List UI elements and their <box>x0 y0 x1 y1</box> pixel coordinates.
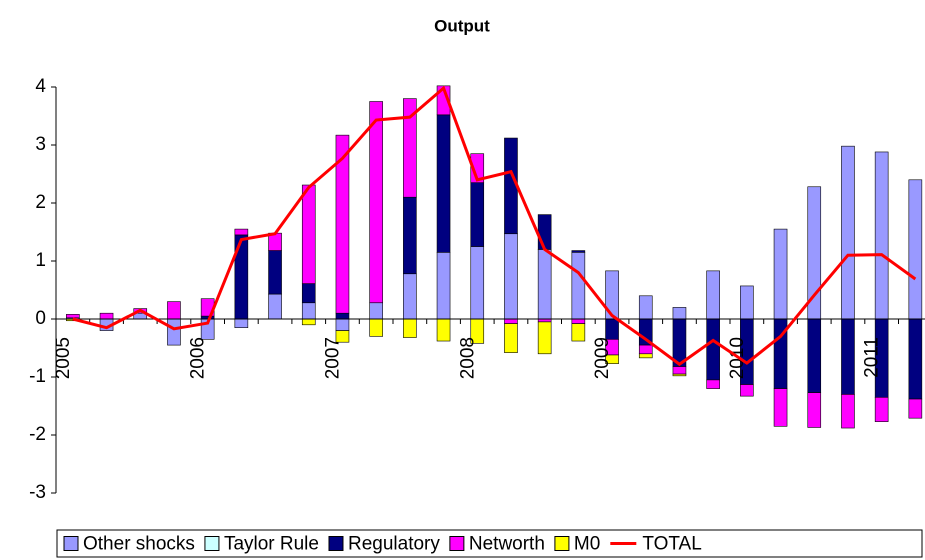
bar <box>470 153 485 183</box>
y-tick-label: -1 <box>29 366 46 387</box>
bar <box>605 318 619 340</box>
bar <box>807 392 822 428</box>
legend-swatch <box>63 536 79 551</box>
bar <box>537 249 552 320</box>
bar <box>571 250 586 253</box>
bar <box>740 384 754 397</box>
legend-label: Regulatory <box>348 534 440 555</box>
bar <box>66 314 80 319</box>
bar <box>504 323 518 353</box>
bar <box>841 394 855 429</box>
bar <box>537 214 552 250</box>
bar <box>268 293 282 320</box>
y-tick-label: 3 <box>35 134 46 155</box>
chart-title: Output <box>434 16 490 35</box>
y-tick-label: -2 <box>29 424 46 445</box>
legend-swatch <box>554 536 570 551</box>
y-tick-label: 1 <box>35 250 46 271</box>
bar <box>571 323 586 342</box>
x-tick-label: 2005 <box>53 337 74 379</box>
bar <box>369 101 383 304</box>
bar <box>638 344 653 355</box>
bar <box>638 353 653 359</box>
bar <box>436 252 451 320</box>
bar <box>167 301 181 320</box>
bar <box>571 318 586 324</box>
bar <box>436 318 451 342</box>
legend-swatch <box>449 536 465 551</box>
legend-label: Networth <box>469 534 545 555</box>
y-tick-label: 0 <box>35 308 46 329</box>
bar <box>908 318 923 400</box>
bar <box>403 273 417 320</box>
x-tick-label: 2008 <box>457 337 478 379</box>
bar <box>301 283 316 304</box>
bar <box>773 228 788 320</box>
bar <box>672 373 687 377</box>
bar <box>301 318 316 326</box>
legend-swatch <box>328 536 344 551</box>
x-tick-label: 2009 <box>592 337 613 379</box>
bar <box>908 398 923 419</box>
bar <box>841 318 855 395</box>
x-tick-label: 2011 <box>862 337 883 378</box>
bar <box>874 396 889 422</box>
bar <box>773 388 788 427</box>
bar <box>874 151 889 320</box>
bar <box>571 252 586 320</box>
y-tick-label: 4 <box>35 76 46 97</box>
bar <box>167 318 181 346</box>
bar <box>403 98 417 198</box>
y-tick-label: 2 <box>35 192 46 213</box>
bar <box>672 307 687 320</box>
bar <box>470 246 485 320</box>
bar <box>470 182 485 247</box>
bar <box>672 366 687 375</box>
legend-label: TOTAL <box>642 534 701 555</box>
bar <box>740 285 754 320</box>
bar <box>335 330 350 343</box>
x-tick-label: 2007 <box>322 337 343 379</box>
bar <box>841 145 855 320</box>
bar <box>706 318 720 381</box>
bar <box>335 318 350 331</box>
bar <box>537 321 552 355</box>
bar <box>99 312 114 320</box>
bar <box>403 196 417 275</box>
bar <box>908 179 923 320</box>
legend-swatch <box>204 536 220 551</box>
bar <box>369 318 383 337</box>
bar <box>268 250 282 295</box>
bar <box>504 318 518 324</box>
legend-label: Taylor Rule <box>224 534 319 555</box>
bar <box>638 295 653 320</box>
x-tick-label: 2006 <box>188 337 209 379</box>
legend-label: Other shocks <box>83 534 195 555</box>
bar <box>369 302 383 320</box>
bar <box>234 228 249 236</box>
bar <box>706 379 720 389</box>
y-tick-label: -3 <box>29 482 46 503</box>
legend-box <box>56 529 923 558</box>
bar <box>335 312 350 320</box>
bar <box>301 302 316 320</box>
bar <box>605 354 619 364</box>
bar <box>807 318 822 393</box>
legend-label: M0 <box>574 534 600 555</box>
line <box>72 85 917 367</box>
bar <box>403 318 417 338</box>
bar <box>504 233 518 320</box>
bar <box>301 184 316 284</box>
bar <box>706 270 720 320</box>
bar <box>335 134 350 314</box>
bar <box>436 114 451 253</box>
bar <box>234 318 249 328</box>
